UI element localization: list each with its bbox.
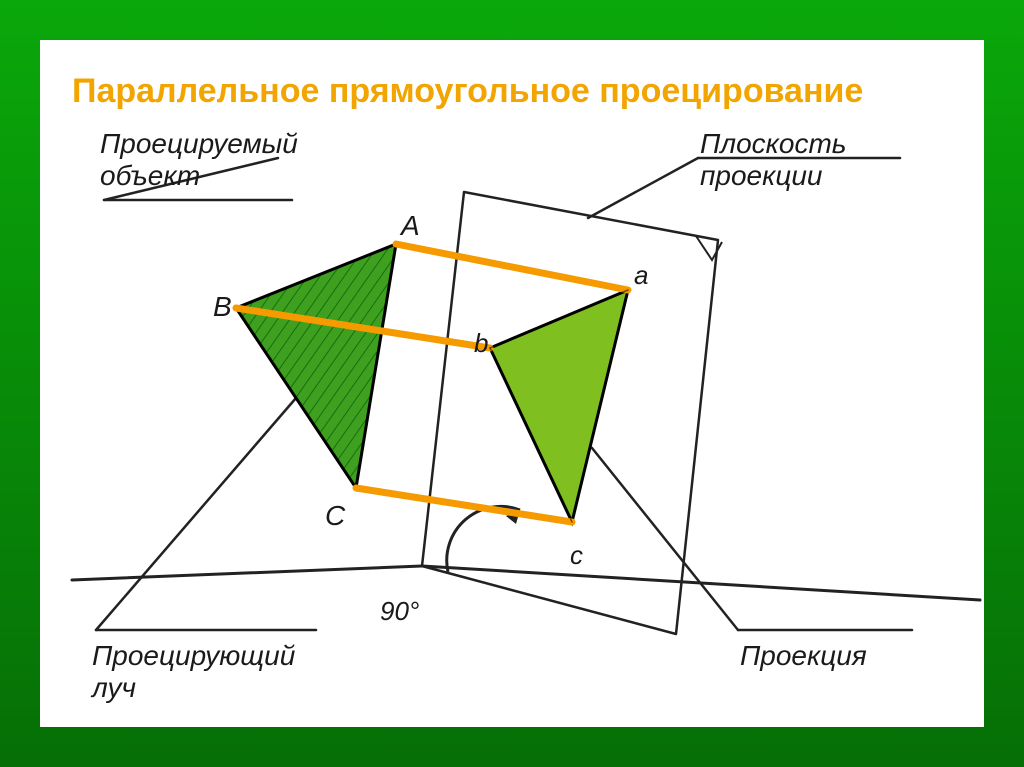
label-projection: Проекция [740, 640, 867, 672]
vertex-B: B [213, 291, 232, 323]
triangle-abc [490, 290, 628, 522]
vertex-a: a [634, 260, 648, 291]
vertex-b: b [474, 328, 488, 359]
vertex-C: C [325, 500, 345, 532]
label-projected-object: Проецируемый объект [100, 128, 298, 192]
vertex-c: c [570, 540, 583, 571]
vertex-A: A [401, 210, 420, 242]
slide-title: Параллельное прямоугольное проецирование [72, 72, 863, 111]
label-projecting-ray: Проецирующий луч [92, 640, 295, 704]
label-projection-plane: Плоскость проекции [700, 128, 847, 192]
label-angle-90: 90° [380, 596, 419, 627]
